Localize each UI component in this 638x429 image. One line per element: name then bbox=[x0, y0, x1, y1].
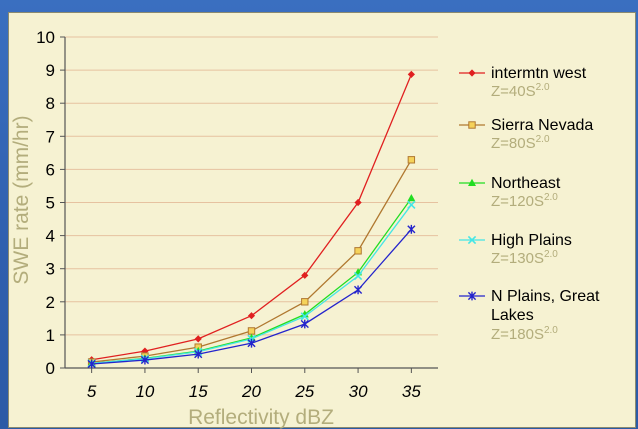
x-tick-label: 10 bbox=[135, 382, 154, 401]
data-point bbox=[467, 291, 477, 301]
x-axis-title: Reflectivity dBZ bbox=[188, 406, 334, 429]
legend-formula: Z=130S2.0 bbox=[491, 249, 558, 267]
data-point bbox=[353, 271, 363, 281]
data-point bbox=[354, 247, 362, 255]
x-tick-label: 20 bbox=[241, 382, 261, 401]
y-tick-label: 9 bbox=[46, 61, 55, 80]
data-point bbox=[468, 121, 476, 129]
data-point bbox=[140, 355, 150, 365]
x-tick-label: 15 bbox=[189, 382, 208, 401]
series-lines bbox=[87, 70, 416, 369]
y-tick-label: 0 bbox=[46, 359, 55, 378]
y-tick-label: 8 bbox=[46, 94, 55, 113]
y-tick-label: 7 bbox=[46, 127, 55, 146]
legend-series-name: Northeast bbox=[491, 175, 561, 192]
data-point bbox=[87, 359, 96, 369]
data-point bbox=[407, 224, 416, 234]
data-point bbox=[407, 70, 415, 79]
data-point bbox=[300, 312, 309, 321]
data-point bbox=[468, 178, 476, 186]
data-point bbox=[247, 312, 256, 320]
data-point bbox=[300, 319, 309, 329]
data-point bbox=[247, 327, 256, 335]
series-4 bbox=[87, 224, 416, 369]
y-tick-label: 5 bbox=[46, 194, 55, 213]
x-tick-label: 35 bbox=[402, 382, 421, 401]
y-tick-label: 6 bbox=[46, 160, 55, 179]
x-tick-label: 30 bbox=[349, 382, 368, 401]
legend-series-name: intermtn west bbox=[491, 65, 587, 82]
legend-formula: Z=80S2.0 bbox=[491, 134, 550, 152]
legend-formula: Z=120S2.0 bbox=[491, 192, 558, 210]
data-point bbox=[407, 193, 416, 202]
y-tick-labels: 0 1 2 3 4 5 6 7 8 9 10 bbox=[36, 28, 55, 378]
data-point bbox=[194, 335, 202, 343]
data-point bbox=[194, 349, 203, 359]
legend-formula: Z=180S2.0 bbox=[491, 325, 558, 343]
y-axis-title: SWE rate (mm/hr) bbox=[10, 115, 33, 284]
data-point bbox=[301, 298, 309, 306]
data-point bbox=[407, 156, 416, 164]
series-0 bbox=[88, 70, 415, 364]
data-point bbox=[354, 198, 362, 207]
axes bbox=[60, 36, 438, 373]
legend-series-name-line2: Lakes bbox=[491, 307, 534, 324]
data-point bbox=[468, 69, 476, 77]
y-tick-label: 4 bbox=[46, 227, 55, 246]
y-tick-label: 2 bbox=[46, 293, 55, 312]
grid-lines bbox=[65, 36, 438, 336]
data-point bbox=[247, 338, 256, 348]
data-point bbox=[467, 235, 477, 245]
legend-formula: Z=40S2.0 bbox=[491, 82, 550, 100]
legend-series-name: N Plains, Great bbox=[491, 288, 600, 305]
legend-series-name: Sierra Nevada bbox=[491, 117, 593, 134]
y-tick-label: 1 bbox=[46, 326, 55, 345]
data-point bbox=[301, 271, 309, 279]
x-tick-label: 25 bbox=[294, 382, 314, 401]
x-tick-label: 5 bbox=[87, 382, 97, 401]
y-tick-label: 10 bbox=[36, 28, 55, 47]
data-point bbox=[141, 347, 149, 355]
data-point bbox=[407, 200, 416, 209]
data-point bbox=[353, 285, 363, 295]
legend-series-name: High Plains bbox=[491, 232, 572, 249]
chart-panel bbox=[8, 12, 636, 428]
y-tick-label: 3 bbox=[46, 260, 55, 279]
x-tick-labels: 5 10 15 20 25 30 35 bbox=[87, 382, 421, 401]
